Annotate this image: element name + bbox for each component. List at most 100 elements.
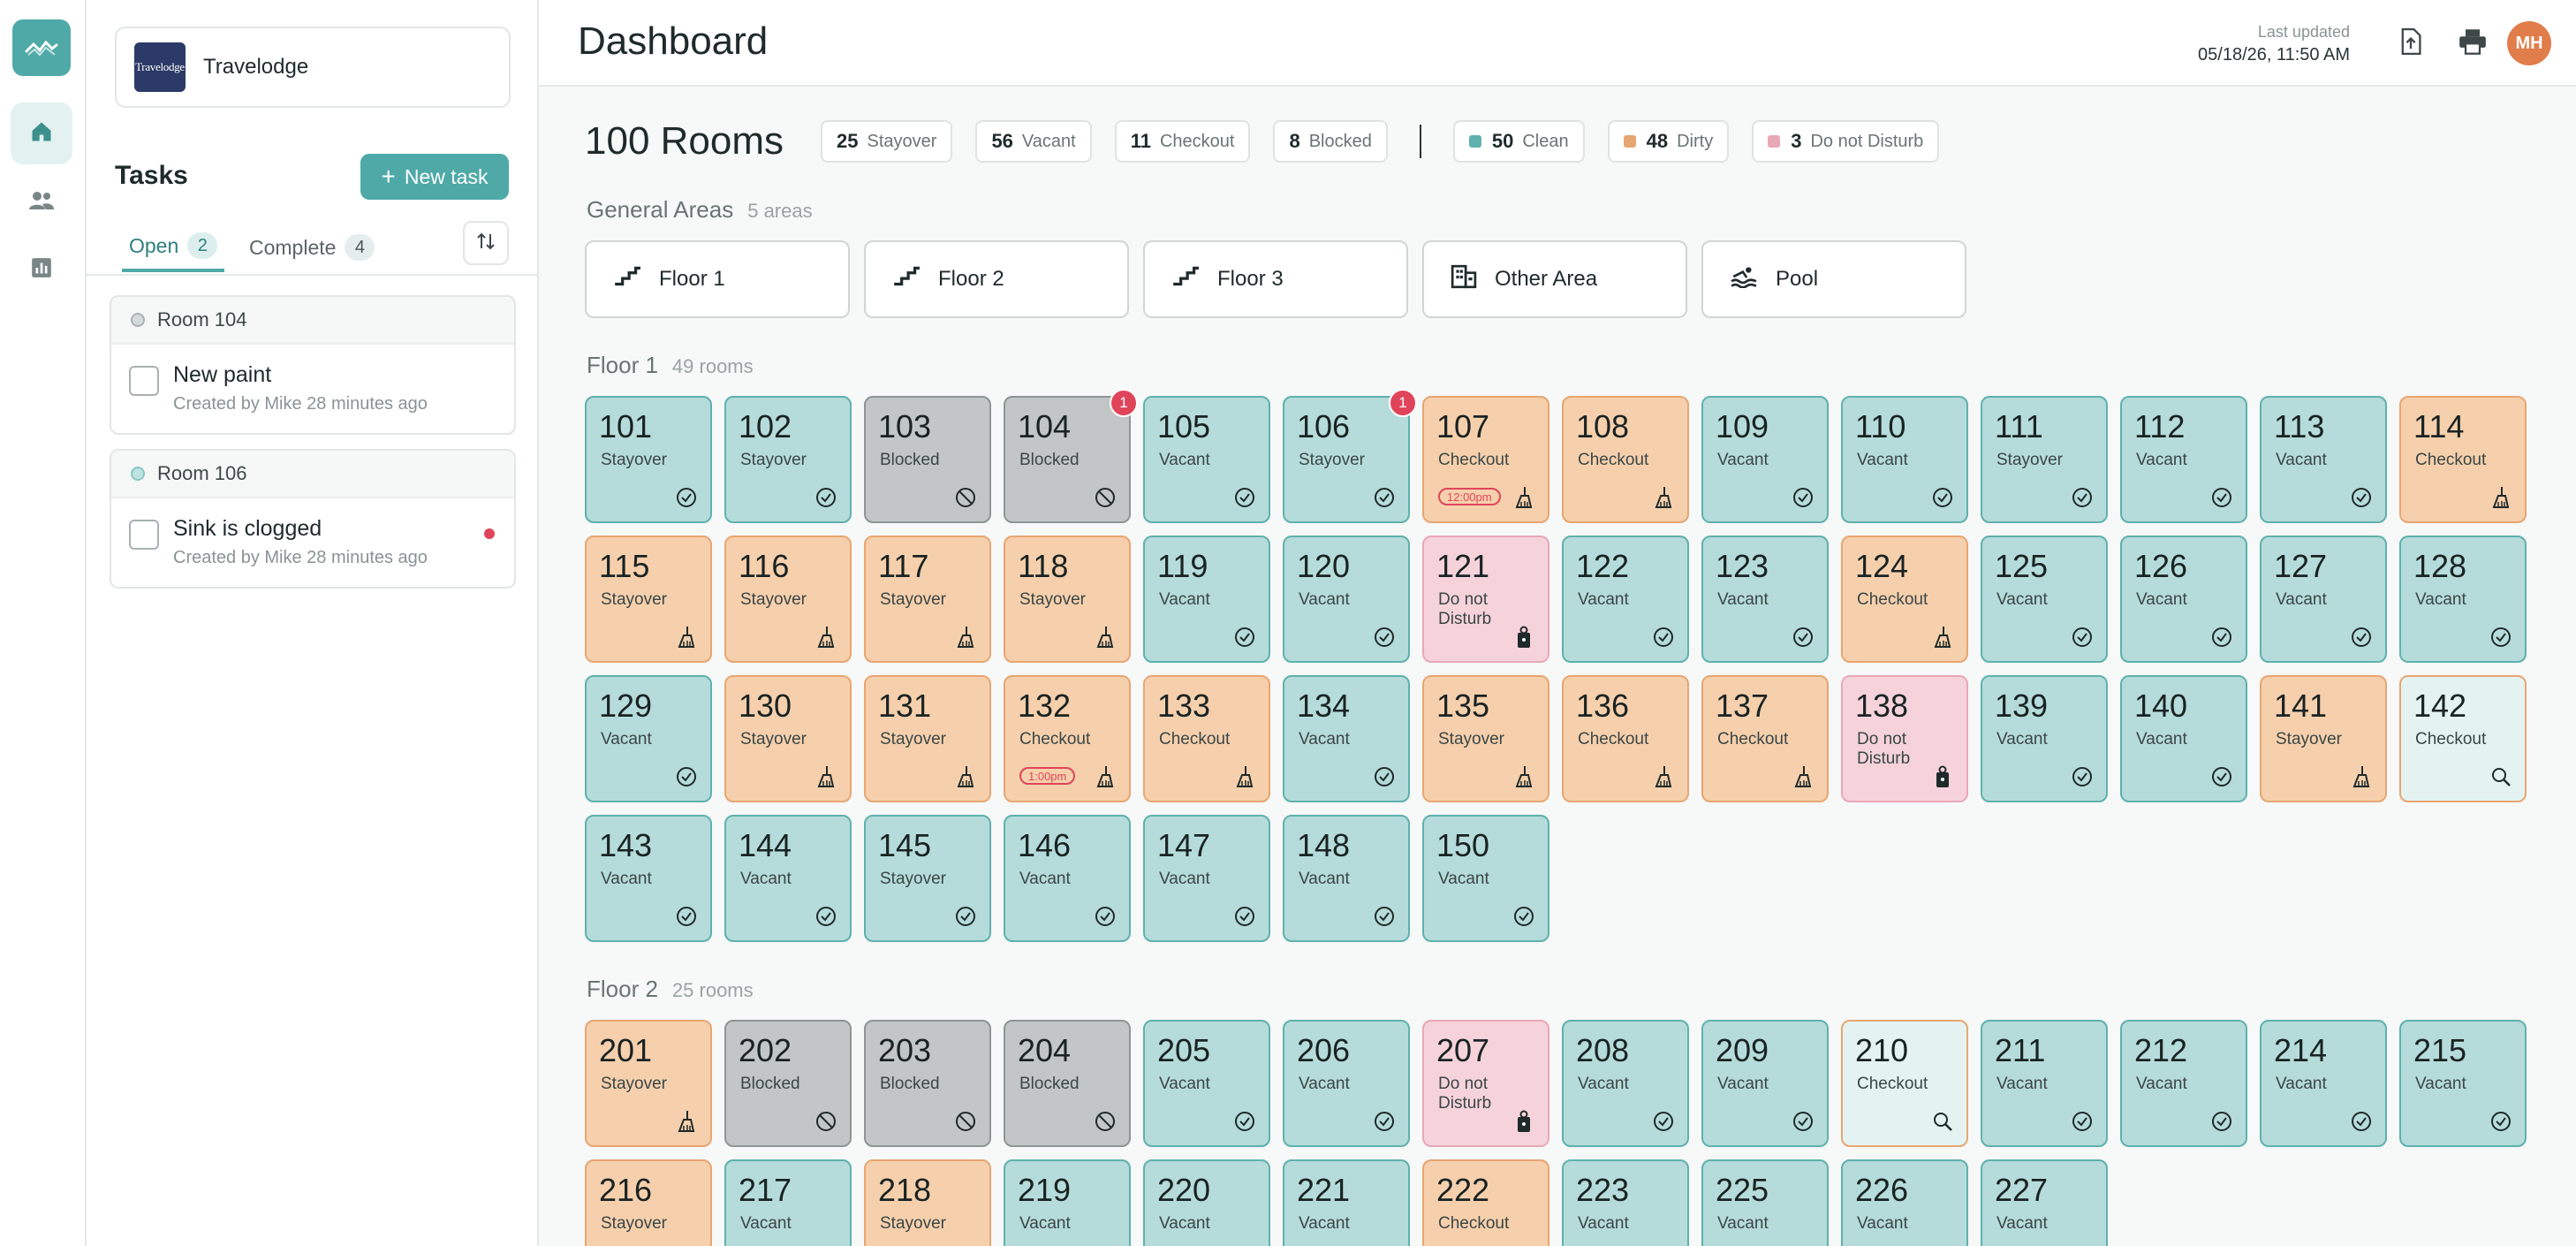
task-checkbox[interactable] xyxy=(129,366,159,396)
room-tile[interactable]: 110 Vacant xyxy=(1841,396,1968,523)
filter-chip-vacant[interactable]: 56 Vacant xyxy=(975,120,1092,163)
room-tile[interactable]: 122 Vacant xyxy=(1562,536,1689,663)
tab-complete[interactable]: Complete 4 xyxy=(249,223,375,272)
room-tile[interactable]: 120 Vacant xyxy=(1283,536,1410,663)
room-tile[interactable]: 221 Vacant xyxy=(1283,1159,1410,1246)
room-tile[interactable]: 107 Checkout 12:00pm xyxy=(1422,396,1549,523)
filter-chip-checkout[interactable]: 11 Checkout xyxy=(1114,120,1251,163)
room-tile[interactable]: 216 Stayover xyxy=(585,1159,712,1246)
room-tile[interactable]: 108 Checkout xyxy=(1562,396,1689,523)
room-tile[interactable]: 207 Do not Disturb xyxy=(1422,1020,1549,1147)
room-tile[interactable]: 131 Stayover xyxy=(864,675,991,802)
print-button[interactable] xyxy=(2452,23,2493,64)
room-tile[interactable]: 118 Stayover xyxy=(1004,536,1131,663)
room-tile[interactable]: 214 Vacant xyxy=(2260,1020,2387,1147)
room-tile[interactable]: 210 Checkout xyxy=(1841,1020,1968,1147)
app-logo-icon[interactable] xyxy=(12,19,71,76)
room-tile[interactable]: 102 Stayover xyxy=(724,396,852,523)
room-tile[interactable]: 130 Stayover xyxy=(724,675,852,802)
room-tile[interactable]: 143 Vacant xyxy=(585,815,712,942)
room-tile[interactable]: 218 Stayover xyxy=(864,1159,991,1246)
room-tile[interactable]: 138 Do not Disturb xyxy=(1841,675,1968,802)
room-tile[interactable]: 141 Stayover xyxy=(2260,675,2387,802)
room-tile[interactable]: 148 Vacant xyxy=(1283,815,1410,942)
room-tile[interactable]: 222 Checkout xyxy=(1422,1159,1549,1246)
room-tile[interactable]: 124 Checkout xyxy=(1841,536,1968,663)
room-tile[interactable]: 104 Blocked 1 xyxy=(1004,389,1138,523)
export-button[interactable] xyxy=(2390,23,2431,64)
area-card-floor-2[interactable]: Floor 2 xyxy=(864,240,1129,318)
room-tile[interactable]: 125 Vacant xyxy=(1981,536,2108,663)
room-tile[interactable]: 134 Vacant xyxy=(1283,675,1410,802)
room-tile[interactable]: 136 Checkout xyxy=(1562,675,1689,802)
room-tile[interactable]: 208 Vacant xyxy=(1562,1020,1689,1147)
room-tile[interactable]: 150 Vacant xyxy=(1422,815,1549,942)
room-tile[interactable]: 112 Vacant xyxy=(2120,396,2247,523)
filter-chip-dirty[interactable]: 48 Dirty xyxy=(1607,120,1730,163)
room-tile[interactable]: 137 Checkout xyxy=(1701,675,1829,802)
room-tile[interactable]: 225 Vacant xyxy=(1701,1159,1829,1246)
room-tile[interactable]: 205 Vacant xyxy=(1143,1020,1270,1147)
room-tile[interactable]: 217 Vacant xyxy=(724,1159,852,1246)
tab-open[interactable]: Open 2 xyxy=(122,223,225,272)
nav-reports-button[interactable] xyxy=(11,239,72,300)
room-tile[interactable]: 146 Vacant xyxy=(1004,815,1131,942)
room-tile[interactable]: 132 Checkout 1:00pm xyxy=(1004,675,1131,802)
room-tile[interactable]: 123 Vacant xyxy=(1701,536,1829,663)
filter-chip-clean[interactable]: 50 Clean xyxy=(1452,120,1585,163)
room-tile[interactable]: 121 Do not Disturb xyxy=(1422,536,1549,663)
room-tile[interactable]: 147 Vacant xyxy=(1143,815,1270,942)
filter-chip-stayover[interactable]: 25 Stayover xyxy=(821,120,953,163)
room-tile[interactable]: 204 Blocked xyxy=(1004,1020,1131,1147)
room-tile[interactable]: 133 Checkout xyxy=(1143,675,1270,802)
room-tile[interactable]: 103 Blocked xyxy=(864,396,991,523)
room-tile[interactable]: 220 Vacant xyxy=(1143,1159,1270,1246)
room-tile[interactable]: 115 Stayover xyxy=(585,536,712,663)
room-tile[interactable]: 142 Checkout xyxy=(2399,675,2527,802)
room-tile[interactable]: 227 Vacant xyxy=(1981,1159,2108,1246)
room-tile[interactable]: 126 Vacant xyxy=(2120,536,2247,663)
organization-switcher[interactable]: Travelodge Travelodge xyxy=(115,27,511,108)
filter-chip-dnd[interactable]: 3 Do not Disturb xyxy=(1752,120,1940,163)
room-tile[interactable]: 211 Vacant xyxy=(1981,1020,2108,1147)
filter-chip-blocked[interactable]: 8 Blocked xyxy=(1273,120,1388,163)
room-tile[interactable]: 144 Vacant xyxy=(724,815,852,942)
new-task-button[interactable]: + New task xyxy=(360,154,509,200)
room-tile[interactable]: 105 Vacant xyxy=(1143,396,1270,523)
room-tile[interactable]: 139 Vacant xyxy=(1981,675,2108,802)
nav-home-button[interactable] xyxy=(11,103,72,164)
room-tile[interactable]: 101 Stayover xyxy=(585,396,712,523)
room-tile[interactable]: 119 Vacant xyxy=(1143,536,1270,663)
task-checkbox[interactable] xyxy=(129,520,159,550)
area-card-pool[interactable]: Pool xyxy=(1701,240,1966,318)
sort-button[interactable] xyxy=(463,221,509,265)
room-tile[interactable]: 135 Stayover xyxy=(1422,675,1549,802)
room-tile[interactable]: 219 Vacant xyxy=(1004,1159,1131,1246)
room-tile[interactable]: 116 Stayover xyxy=(724,536,852,663)
room-tile[interactable]: 206 Vacant xyxy=(1283,1020,1410,1147)
room-tile[interactable]: 129 Vacant xyxy=(585,675,712,802)
room-tile[interactable]: 111 Stayover xyxy=(1981,396,2108,523)
room-tile[interactable]: 226 Vacant xyxy=(1841,1159,1968,1246)
room-tile[interactable]: 215 Vacant xyxy=(2399,1020,2527,1147)
room-tile[interactable]: 109 Vacant xyxy=(1701,396,1829,523)
room-tile[interactable]: 145 Stayover xyxy=(864,815,991,942)
room-tile[interactable]: 106 Stayover 1 xyxy=(1283,389,1417,523)
room-tile[interactable]: 128 Vacant xyxy=(2399,536,2527,663)
area-card-floor-3[interactable]: Floor 3 xyxy=(1143,240,1408,318)
user-avatar[interactable]: MH xyxy=(2507,21,2551,65)
room-tile[interactable]: 201 Stayover xyxy=(585,1020,712,1147)
room-tile[interactable]: 114 Checkout xyxy=(2399,396,2527,523)
room-tile[interactable]: 203 Blocked xyxy=(864,1020,991,1147)
task-card[interactable]: Room 104 New paint Created by Mike 28 mi… xyxy=(110,295,516,435)
area-card-other-area[interactable]: Other Area xyxy=(1422,240,1687,318)
room-tile[interactable]: 113 Vacant xyxy=(2260,396,2387,523)
room-tile[interactable]: 117 Stayover xyxy=(864,536,991,663)
room-tile[interactable]: 127 Vacant xyxy=(2260,536,2387,663)
room-tile[interactable]: 140 Vacant xyxy=(2120,675,2247,802)
room-tile[interactable]: 202 Blocked xyxy=(724,1020,852,1147)
room-tile[interactable]: 212 Vacant xyxy=(2120,1020,2247,1147)
area-card-floor-1[interactable]: Floor 1 xyxy=(585,240,850,318)
nav-team-button[interactable] xyxy=(11,171,72,233)
task-card[interactable]: Room 106 Sink is clogged Created by Mike… xyxy=(110,449,516,589)
